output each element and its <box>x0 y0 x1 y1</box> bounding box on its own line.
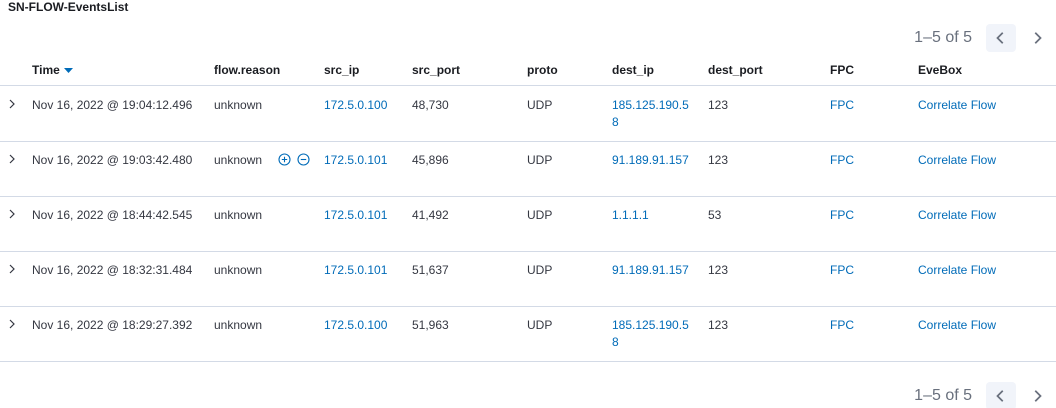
column-header-reason[interactable]: flow.reason <box>214 63 281 77</box>
arrow-left-icon <box>996 32 1004 44</box>
cell-fpc-link[interactable]: FPC <box>830 98 854 112</box>
sort-down-icon <box>63 67 73 73</box>
cell-proto: UDP <box>527 263 553 277</box>
cell-src-ip-link[interactable]: 172.5.0.101 <box>324 208 388 222</box>
cell-fpc-link[interactable]: FPC <box>830 153 854 167</box>
next-page-button[interactable] <box>1022 382 1052 408</box>
cell-evebox-link[interactable]: Correlate Flow <box>918 263 997 277</box>
cell-src-ip-link[interactable]: 172.5.0.100 <box>324 318 388 332</box>
cell-time: Nov 16, 2022 @ 18:32:31.484 <box>32 263 193 277</box>
cell-src-port: 48,730 <box>412 98 449 112</box>
table-row: Nov 16, 2022 @ 18:29:27.392 unknown 172.… <box>0 307 1056 362</box>
cell-dest-port: 123 <box>708 98 729 112</box>
pagination-text: 1–5 of 5 <box>914 29 972 46</box>
cell-evebox-link[interactable]: Correlate Flow <box>918 98 997 112</box>
cell-evebox-link[interactable]: Correlate Flow <box>918 153 997 167</box>
cell-filter-actions <box>278 153 310 166</box>
cell-dest-port: 123 <box>708 153 729 167</box>
table-row: Nov 16, 2022 @ 18:44:42.545 unknown 172.… <box>0 197 1056 252</box>
column-header-fpc[interactable]: FPC <box>830 63 854 77</box>
prev-page-button[interactable] <box>986 24 1016 52</box>
cell-src-port: 51,963 <box>412 318 449 332</box>
cell-evebox-link[interactable]: Correlate Flow <box>918 208 997 222</box>
prev-page-button[interactable] <box>986 382 1016 408</box>
cell-src-ip-link[interactable]: 172.5.0.101 <box>324 153 388 167</box>
arrow-left-icon <box>996 390 1004 402</box>
cell-src-port: 45,896 <box>412 153 449 167</box>
cell-evebox-link[interactable]: Correlate Flow <box>918 318 997 332</box>
cell-fpc-link[interactable]: FPC <box>830 318 854 332</box>
table-row: Nov 16, 2022 @ 18:32:31.484 unknown 172.… <box>0 252 1056 307</box>
column-header-src-ip[interactable]: src_ip <box>324 63 360 77</box>
column-header-time-label: Time <box>32 63 60 77</box>
cell-time: Nov 16, 2022 @ 19:04:12.496 <box>32 98 193 112</box>
cell-reason: unknown <box>214 318 263 332</box>
cell-dest-port: 53 <box>708 208 722 222</box>
table-row: Nov 16, 2022 @ 19:03:42.480 unknown 172.… <box>0 142 1056 197</box>
cell-dest-ip-link[interactable]: 185.125.190.58 <box>612 318 689 349</box>
cell-fpc-link[interactable]: FPC <box>830 263 854 277</box>
table-row: Nov 16, 2022 @ 19:04:12.496 unknown 172.… <box>0 87 1056 142</box>
cell-dest-ip-link[interactable]: 1.1.1.1 <box>612 208 649 222</box>
cell-dest-port: 123 <box>708 318 729 332</box>
panel-title: SN-FLOW-EventsList <box>8 0 129 14</box>
pagination-top: 1–5 of 5 <box>914 24 1052 52</box>
arrow-right-icon <box>1034 32 1042 44</box>
chevron-right-icon[interactable] <box>6 153 18 165</box>
cell-dest-port: 123 <box>708 263 729 277</box>
cell-proto: UDP <box>527 318 553 332</box>
cell-src-port: 41,492 <box>412 208 449 222</box>
arrow-right-icon <box>1034 390 1042 402</box>
cell-dest-ip-link[interactable]: 185.125.190.58 <box>612 98 689 129</box>
cell-proto: UDP <box>527 208 553 222</box>
column-header-dest-port[interactable]: dest_port <box>708 63 763 77</box>
cell-reason: unknown <box>214 98 263 112</box>
next-page-button[interactable] <box>1022 24 1052 52</box>
cell-dest-ip-link[interactable]: 91.189.91.157 <box>612 153 689 167</box>
chevron-right-icon[interactable] <box>6 208 18 220</box>
cell-reason: unknown <box>214 263 263 277</box>
magnify-minus-icon[interactable] <box>297 153 310 166</box>
column-header-src-port[interactable]: src_port <box>412 63 461 77</box>
column-header-time[interactable]: Time <box>32 63 73 77</box>
cell-time: Nov 16, 2022 @ 18:29:27.392 <box>32 318 193 332</box>
cell-reason: unknown <box>214 208 263 222</box>
cell-time: Nov 16, 2022 @ 19:03:42.480 <box>32 153 193 167</box>
column-header-dest-ip[interactable]: dest_ip <box>612 63 655 77</box>
cell-src-ip-link[interactable]: 172.5.0.100 <box>324 98 388 112</box>
cell-src-port: 51,637 <box>412 263 449 277</box>
chevron-right-icon[interactable] <box>6 318 18 330</box>
pagination-text: 1–5 of 5 <box>914 387 972 404</box>
pagination-bottom: 1–5 of 5 <box>914 382 1052 408</box>
cell-proto: UDP <box>527 98 553 112</box>
cell-time: Nov 16, 2022 @ 18:44:42.545 <box>32 208 193 222</box>
cell-reason: unknown <box>214 153 263 167</box>
column-header-proto[interactable]: proto <box>527 63 558 77</box>
cell-proto: UDP <box>527 153 553 167</box>
cell-src-ip-link[interactable]: 172.5.0.101 <box>324 263 388 277</box>
chevron-right-icon[interactable] <box>6 98 18 110</box>
chevron-right-icon[interactable] <box>6 263 18 275</box>
cell-fpc-link[interactable]: FPC <box>830 208 854 222</box>
cell-dest-ip-link[interactable]: 91.189.91.157 <box>612 263 689 277</box>
table-header: Time flow.reason src_ip src_port proto d… <box>0 58 1056 86</box>
magnify-plus-icon[interactable] <box>278 153 291 166</box>
column-header-evebox[interactable]: EveBox <box>918 63 963 77</box>
